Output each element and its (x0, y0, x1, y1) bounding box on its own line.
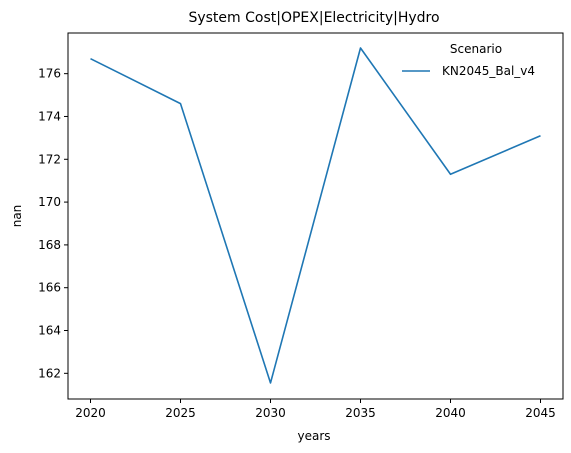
series-layer (90, 47, 541, 384)
chart-title: System Cost|OPEX|Electricity|Hydro (188, 10, 439, 26)
legend: Scenario KN2045_Bal_v4 (402, 42, 535, 78)
x-tick-label: 2025 (165, 406, 196, 420)
y-tick-label: 174 (38, 109, 61, 123)
x-tick-label: 2040 (435, 406, 466, 420)
y-axis-label: nan (10, 205, 24, 228)
series-line (90, 47, 541, 384)
y-axis: 162 164 166 168 170 172 174 176 (38, 67, 68, 380)
plot-area: 2020 2025 2030 2035 2040 2045 162 164 166 168 170… (38, 32, 564, 420)
y-tick-label: 176 (38, 67, 61, 81)
y-tick-label: 168 (38, 238, 61, 252)
x-tick-label: 2020 (75, 406, 106, 420)
x-axis: 2020 2025 2030 2035 2040 2045 (75, 399, 556, 420)
x-axis-label: years (297, 429, 330, 443)
x-tick-label: 2045 (525, 406, 556, 420)
x-tick-label: 2030 (255, 406, 286, 420)
y-tick-label: 162 (38, 366, 61, 380)
y-tick-label: 164 (38, 324, 61, 338)
legend-title: Scenario (450, 42, 502, 56)
plot-frame (67, 32, 564, 400)
x-tick-label: 2035 (345, 406, 376, 420)
y-tick-label: 172 (38, 152, 61, 166)
y-tick-label: 166 (38, 281, 61, 295)
legend-entry-label: KN2045_Bal_v4 (442, 64, 535, 78)
y-tick-label: 170 (38, 195, 61, 209)
